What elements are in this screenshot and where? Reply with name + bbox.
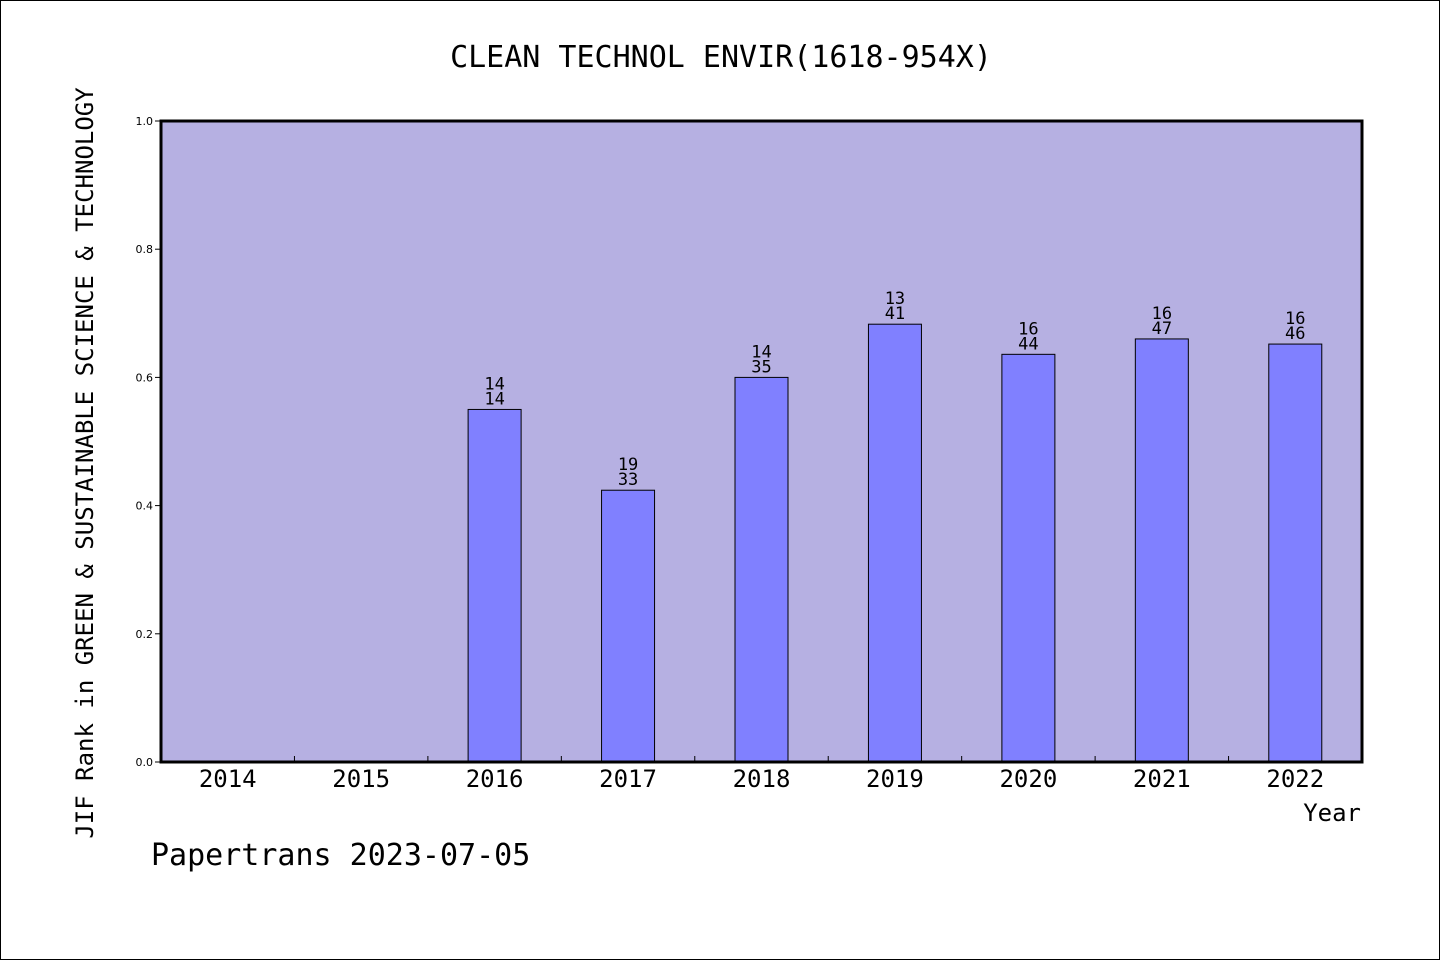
x-axis: 2014 2015 2016 2017 2018 2019 2020 2021 2022 — [159, 119, 1364, 793]
y-axis-label: JIF Rank in GREEN & SUSTAINABLE SCIENCE … — [71, 87, 99, 839]
bar-label-total: 35 — [751, 357, 771, 377]
x-tick-label: 2014 — [199, 765, 257, 793]
x-tick-label: 2016 — [466, 765, 524, 793]
bar-label-total: 14 — [484, 389, 504, 409]
x-tick-label: 2022 — [1266, 765, 1324, 793]
y-axis: 0.0 0.2 0.4 0.6 0.8 1.0 — [136, 115, 161, 769]
x-tick-label: 2018 — [733, 765, 791, 793]
bar-label-rank: 19 — [618, 455, 638, 475]
bar-2019 — [867, 323, 922, 763]
y-tick-label: 0.0 — [136, 756, 154, 769]
bar-label-rank: 16 — [1018, 319, 1038, 339]
bar-label-total: 44 — [1018, 334, 1038, 354]
y-tick-label: 0.4 — [136, 500, 154, 513]
plot-border — [159, 119, 1364, 764]
bar-2020 — [1001, 353, 1056, 763]
bar-2016 — [467, 408, 522, 763]
x-tick-label: 2015 — [332, 765, 390, 793]
y-tick-label: 0.6 — [136, 371, 154, 384]
x-axis-label: Year — [1303, 799, 1361, 827]
bar-2017 — [601, 489, 656, 763]
bar-label-total: 46 — [1285, 324, 1305, 344]
bar-label-total: 47 — [1152, 319, 1172, 339]
bar-label-rank: 16 — [1285, 309, 1305, 329]
bar-2022 — [1268, 343, 1323, 763]
bar-label-rank: 13 — [885, 289, 905, 309]
bar-label-rank: 14 — [751, 342, 771, 362]
x-tick-label: 2021 — [1133, 765, 1191, 793]
chart-title: CLEAN TECHNOL ENVIR(1618-954X) — [450, 40, 992, 75]
y-tick-label: 0.8 — [136, 243, 154, 256]
x-tick-label: 2019 — [866, 765, 924, 793]
x-tick-label: 2017 — [599, 765, 657, 793]
bar-label-rank: 14 — [484, 374, 504, 394]
y-tick-label: 1.0 — [136, 115, 154, 128]
bar-2018 — [734, 376, 789, 763]
footer-credit: Papertrans 2023-07-05 — [151, 838, 530, 873]
y-tick-label: 0.2 — [136, 628, 154, 641]
bar-label-total: 41 — [885, 304, 905, 324]
bar-2021 — [1134, 338, 1189, 763]
bar-label-rank: 16 — [1152, 304, 1172, 324]
bar-label-total: 33 — [618, 470, 638, 490]
x-tick-label: 2020 — [999, 765, 1057, 793]
